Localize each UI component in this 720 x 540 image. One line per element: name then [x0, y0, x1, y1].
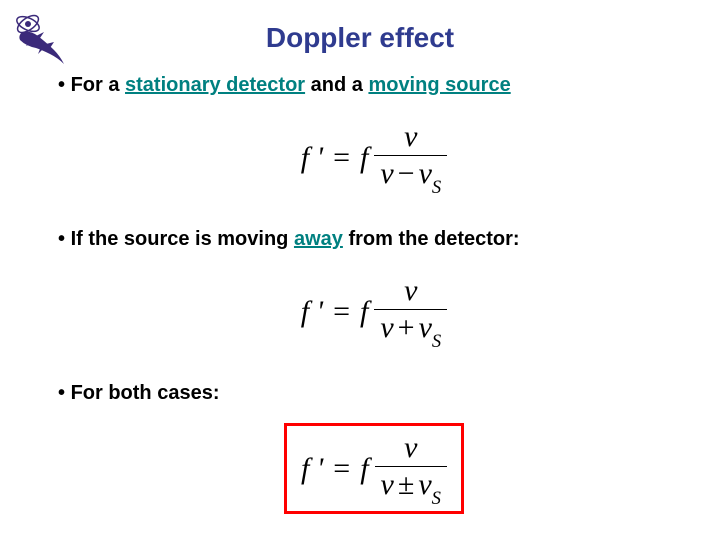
formula-lhs: f ': [301, 452, 323, 486]
formula-coef: f: [360, 452, 368, 486]
den-v: v: [380, 157, 393, 190]
plus-op: +: [394, 311, 419, 344]
formula-coef: f: [360, 295, 368, 329]
formula-2: f ' = f v v+vS: [287, 269, 461, 354]
formula-coef: f: [360, 141, 368, 175]
plusminus-op: ±: [394, 468, 418, 501]
formula-1: f ' = f v v−vS: [287, 115, 461, 200]
bullet-3-text: For both cases:: [71, 382, 220, 404]
formula-3-denominator: v±vS: [375, 466, 447, 506]
formula-2-fraction: v v+vS: [374, 275, 447, 348]
formula-3-numerator: v: [398, 432, 423, 466]
formula-1-fraction: v v−vS: [374, 121, 447, 194]
bullet-1-underline-1: stationary detector: [125, 74, 305, 96]
formula-1-numerator: v: [398, 121, 423, 155]
formula-2-denominator: v+vS: [374, 309, 447, 349]
formula-1-wrap: f ' = f v v−vS: [58, 115, 690, 200]
den-vs-v: v: [418, 468, 431, 501]
minus-op: −: [394, 157, 419, 190]
bullet-1-mid: and a: [305, 74, 368, 96]
formula-3-boxed: f ' = f v v±vS: [284, 423, 464, 514]
den-vs-v: v: [419, 311, 432, 344]
den-vs-sub: S: [432, 331, 441, 352]
bullet-1-underline-2: moving source: [368, 74, 510, 96]
bullet-2: • If the source is moving away from the …: [58, 228, 690, 251]
bullet-1-pre: For a: [71, 74, 125, 96]
lizard-atom-logo: [8, 8, 68, 68]
formula-3-wrap: f ' = f v v±vS: [58, 423, 690, 514]
den-v: v: [381, 468, 394, 501]
bullet-2-post: from the detector:: [343, 228, 520, 250]
bullet-1: • For a stationary detector and a moving…: [58, 74, 690, 97]
den-vs-sub: S: [432, 177, 441, 198]
formula-lhs: f ': [301, 295, 323, 329]
equals-sign: =: [329, 141, 354, 175]
slide-title: Doppler effect: [0, 0, 720, 74]
den-vs-v: v: [419, 157, 432, 190]
formula-1-denominator: v−vS: [374, 155, 447, 195]
bullet-2-pre: If the source is moving: [71, 228, 294, 250]
equals-sign: =: [329, 295, 354, 329]
den-v: v: [380, 311, 393, 344]
formula-2-numerator: v: [398, 275, 423, 309]
bullet-3: • For both cases:: [58, 382, 690, 405]
den-vs-sub: S: [432, 488, 441, 509]
equals-sign: =: [329, 452, 354, 486]
formula-2-wrap: f ' = f v v+vS: [58, 269, 690, 354]
bullet-2-underline: away: [294, 228, 343, 250]
formula-lhs: f ': [301, 141, 323, 175]
slide-content: • For a stationary detector and a moving…: [0, 74, 720, 514]
formula-3-fraction: v v±vS: [375, 432, 447, 505]
